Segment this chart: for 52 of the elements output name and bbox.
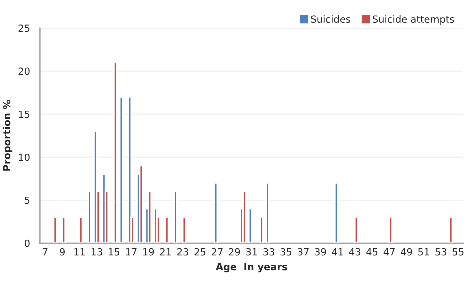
x-tick-label: 43	[349, 248, 361, 256]
x-tick-label: 15	[109, 248, 120, 256]
legend-label: Suicide attempts	[373, 16, 454, 25]
bar	[214, 182, 218, 244]
y-tick-label: 5	[25, 196, 30, 204]
x-tick-label: 51	[418, 248, 430, 256]
x-tick-label: 27	[212, 248, 223, 256]
x-tick-label: 19	[144, 248, 154, 256]
bar	[174, 191, 178, 244]
y-axis-title: Proportion %	[3, 100, 13, 171]
x-tick-label: 37	[298, 248, 309, 256]
bar	[242, 191, 247, 244]
x-tick-label: 53	[436, 248, 447, 256]
y-tick-label: 20	[18, 68, 30, 76]
x-tick-label: 33	[264, 248, 274, 256]
x-tick-label: 17	[126, 248, 137, 256]
bar	[148, 191, 152, 244]
x-tick-label: 21	[160, 248, 172, 256]
bar	[248, 208, 253, 244]
legend-label: Suicides	[311, 16, 351, 24]
x-tick-label: 13	[92, 248, 102, 256]
bar	[79, 216, 84, 244]
bar	[334, 182, 339, 244]
bar	[62, 216, 66, 244]
x-tick-label: 55	[452, 248, 464, 256]
x-axis-title: Age In years	[216, 263, 288, 273]
bar	[388, 216, 393, 244]
y-tick-label: 25	[18, 24, 30, 32]
x-tick-label: 25	[194, 248, 206, 256]
bar	[354, 216, 359, 244]
y-tick-label: 10	[19, 154, 30, 162]
x-tick-label: 23	[178, 248, 188, 256]
x-tick-label: 11	[74, 248, 86, 256]
x-tick-label: 47	[384, 248, 395, 256]
bar	[182, 216, 186, 244]
bar	[53, 216, 58, 244]
x-tick-label: 9	[60, 248, 65, 256]
x-tick-label: 31	[246, 248, 258, 256]
y-tick-label: 0	[24, 240, 30, 248]
x-tick-label: 39	[315, 248, 326, 256]
bar	[449, 216, 454, 244]
x-tick-label: 41	[332, 248, 344, 256]
y-tick-label: 15	[19, 110, 30, 118]
bar	[114, 62, 118, 244]
bar	[165, 216, 170, 244]
x-tick-label: 7	[43, 248, 48, 256]
x-tick-label: 49	[401, 248, 412, 256]
bar	[119, 96, 124, 244]
x-tick-label: 35	[280, 248, 292, 256]
x-tick-label: 29	[229, 248, 240, 256]
x-tick-label: 45	[366, 248, 378, 256]
bar	[128, 96, 132, 244]
